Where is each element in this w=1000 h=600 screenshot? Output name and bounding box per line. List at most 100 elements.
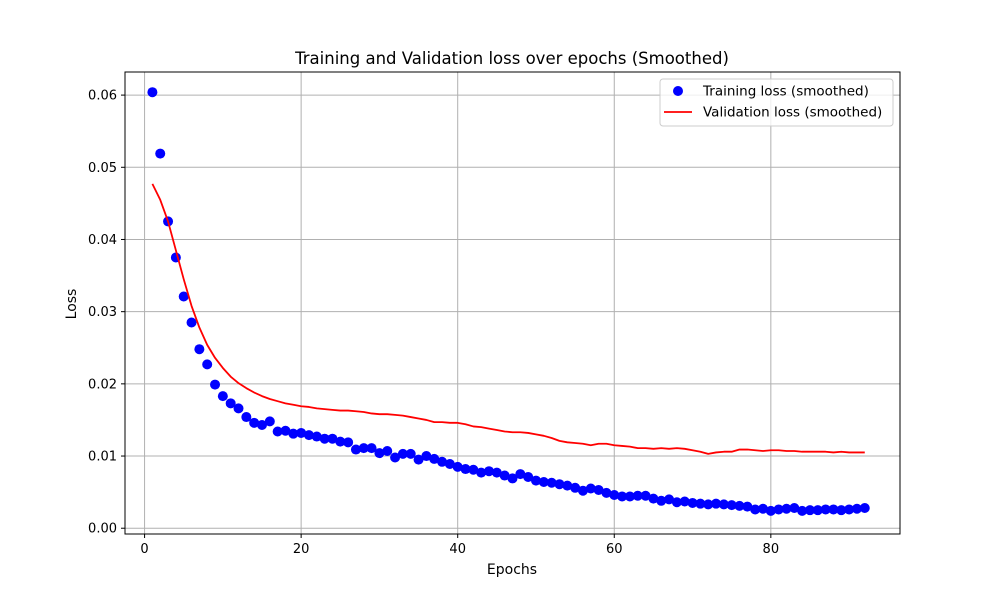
training-loss-point bbox=[210, 379, 221, 390]
training-loss-point bbox=[836, 505, 847, 516]
x-tick-label: 60 bbox=[606, 542, 623, 557]
training-loss-point bbox=[343, 437, 354, 448]
training-loss-point bbox=[202, 359, 213, 370]
training-loss-point bbox=[374, 448, 385, 459]
training-loss-point bbox=[671, 497, 682, 508]
training-loss-point bbox=[460, 464, 471, 475]
training-loss-point bbox=[319, 433, 330, 444]
training-loss-point bbox=[679, 496, 690, 507]
training-loss-point bbox=[390, 452, 401, 463]
training-loss-point bbox=[225, 398, 236, 409]
y-tick-label: 0.05 bbox=[88, 161, 117, 176]
training-loss-point bbox=[538, 477, 549, 488]
training-loss-point bbox=[327, 433, 338, 444]
training-loss-point bbox=[562, 480, 573, 491]
y-tick-label: 0.01 bbox=[88, 450, 117, 465]
training-loss-point bbox=[546, 477, 557, 488]
training-loss-point bbox=[812, 505, 823, 516]
training-loss-point bbox=[828, 504, 839, 515]
training-loss-point bbox=[217, 391, 228, 402]
validation-loss-line bbox=[151, 183, 865, 455]
y-axis-label: Loss bbox=[64, 289, 80, 320]
plot-area bbox=[147, 87, 870, 516]
training-loss-point bbox=[593, 484, 604, 495]
training-loss-point bbox=[851, 503, 862, 514]
training-loss-point bbox=[758, 503, 769, 514]
training-loss-point bbox=[147, 87, 158, 98]
training-loss-point bbox=[820, 504, 831, 515]
x-tick-label: 0 bbox=[140, 542, 148, 557]
axes-frame bbox=[124, 71, 901, 535]
x-tick-label: 80 bbox=[763, 542, 780, 557]
x-tick-label: 40 bbox=[449, 542, 466, 557]
legend: Training loss (smoothed) Validation loss… bbox=[659, 78, 894, 127]
training-loss-point bbox=[264, 416, 275, 427]
training-loss-point bbox=[695, 498, 706, 509]
training-loss-point bbox=[303, 430, 314, 441]
training-loss-point bbox=[734, 500, 745, 511]
training-loss-point bbox=[476, 467, 487, 478]
training-loss-point bbox=[781, 503, 792, 514]
training-loss-point bbox=[530, 475, 541, 486]
training-loss-point bbox=[523, 471, 534, 482]
training-loss-point bbox=[335, 436, 346, 447]
training-loss-point bbox=[648, 493, 659, 504]
training-loss-point bbox=[718, 499, 729, 510]
legend-label-training: Training loss (smoothed) bbox=[702, 84, 869, 100]
axis-ticks: 0 20 40 60 80 0.00 0.01 0.02 0.03 0.04 0.05 0.06 bbox=[88, 89, 779, 557]
training-loss-point bbox=[656, 495, 667, 506]
chart-title: Training and Validation loss over epochs… bbox=[294, 49, 729, 68]
training-loss-point bbox=[703, 499, 714, 510]
training-loss-point bbox=[186, 317, 197, 328]
legend-box bbox=[659, 78, 894, 127]
training-loss-point bbox=[452, 461, 463, 472]
training-loss-point bbox=[272, 426, 283, 437]
training-loss-point bbox=[632, 490, 643, 501]
training-loss-point bbox=[859, 503, 870, 514]
training-loss-point bbox=[711, 498, 722, 509]
training-loss-point bbox=[311, 431, 322, 442]
training-loss-point bbox=[382, 445, 393, 456]
training-loss-point bbox=[413, 454, 424, 465]
training-loss-point bbox=[789, 503, 800, 514]
y-tick-label: 0.00 bbox=[88, 522, 117, 537]
training-loss-point bbox=[515, 469, 526, 480]
training-loss-point bbox=[233, 403, 244, 414]
training-loss-point bbox=[585, 483, 596, 494]
training-loss-point bbox=[288, 428, 299, 439]
training-loss-point bbox=[437, 456, 448, 467]
training-loss-point bbox=[155, 148, 166, 159]
training-loss-point bbox=[554, 479, 565, 490]
y-tick-label: 0.06 bbox=[88, 89, 117, 104]
x-tick-label: 20 bbox=[293, 542, 310, 557]
training-loss-point bbox=[499, 470, 510, 481]
training-loss-point bbox=[765, 505, 776, 516]
training-loss-point bbox=[844, 504, 855, 515]
training-loss-point bbox=[429, 453, 440, 464]
training-loss-point bbox=[617, 491, 628, 502]
training-loss-point bbox=[640, 490, 651, 501]
training-loss-point bbox=[280, 425, 291, 436]
training-loss-point bbox=[491, 467, 502, 478]
training-loss-point bbox=[687, 497, 698, 508]
training-loss-point bbox=[577, 485, 588, 496]
training-loss-point bbox=[570, 482, 581, 493]
training-loss-point bbox=[249, 417, 260, 428]
legend-label-validation: Validation loss (smoothed) bbox=[703, 105, 882, 121]
training-loss-point bbox=[726, 500, 737, 511]
training-loss-point bbox=[742, 501, 753, 512]
x-axis-label: Epochs bbox=[487, 562, 537, 578]
training-loss-point bbox=[664, 494, 675, 505]
training-loss-point bbox=[624, 491, 635, 502]
training-loss-point bbox=[366, 443, 377, 454]
y-tick-label: 0.02 bbox=[88, 377, 117, 392]
training-loss-point bbox=[358, 443, 369, 454]
training-loss-point bbox=[484, 466, 495, 477]
grid-lines bbox=[125, 72, 900, 534]
training-loss-point bbox=[405, 448, 416, 459]
training-loss-point bbox=[601, 487, 612, 498]
y-tick-label: 0.04 bbox=[88, 233, 117, 248]
training-loss-point bbox=[194, 344, 205, 355]
